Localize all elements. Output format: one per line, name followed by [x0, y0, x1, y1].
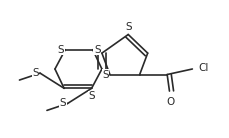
- Text: S: S: [125, 22, 131, 32]
- Text: S: S: [102, 70, 109, 79]
- Text: S: S: [94, 45, 101, 55]
- Text: O: O: [166, 97, 175, 107]
- Text: S: S: [32, 68, 39, 78]
- Text: S: S: [60, 99, 66, 108]
- Text: S: S: [57, 45, 64, 55]
- Text: S: S: [88, 91, 95, 101]
- Text: Cl: Cl: [198, 63, 208, 73]
